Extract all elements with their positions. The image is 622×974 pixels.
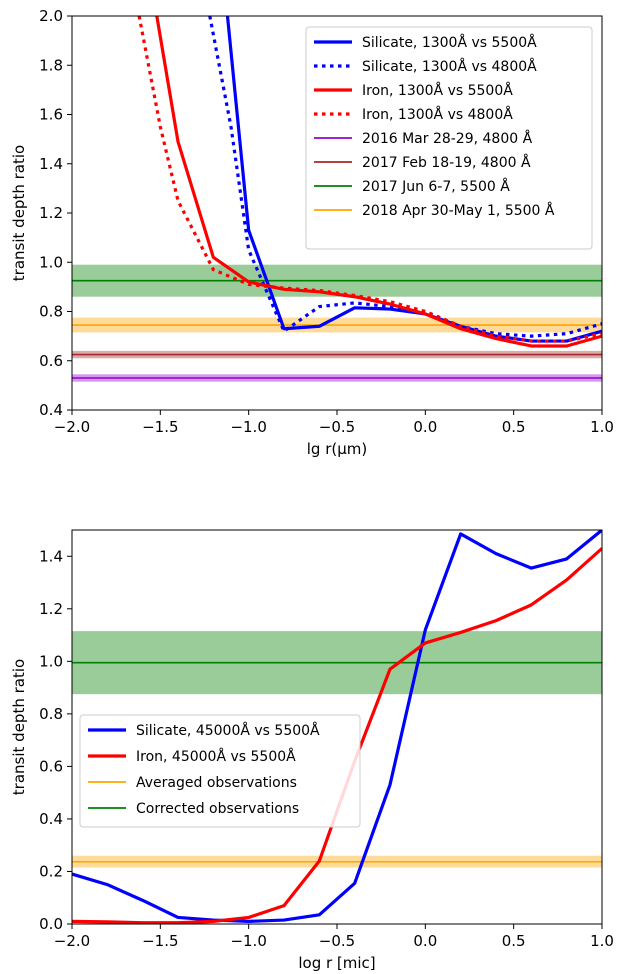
x-tick-label: −2.0 <box>54 418 90 436</box>
legend-label-3: Averaged observations <box>136 775 297 791</box>
x-tick-label: 0.5 <box>502 932 526 950</box>
y-tick-label: 0.8 <box>39 303 63 321</box>
plot-area <box>72 16 602 382</box>
legend-label-4: Iron, 1300Å vs 4800Å <box>362 106 513 123</box>
y-tick-label: 1.4 <box>39 155 63 173</box>
y-tick-label: 1.6 <box>39 106 63 124</box>
x-tick-label: −1.5 <box>142 932 178 950</box>
chart-panel-2: −2.0 −1.5 −1.0 −0.5 0.0 0.5 1.0 0.0 0.2 0.4 0.6 0.8… <box>10 529 614 972</box>
x-tick-label: 1.0 <box>590 418 614 436</box>
legend-label-2: Iron, 45000Å vs 5500Å <box>136 748 296 765</box>
y-tick-label: 1.8 <box>39 56 63 74</box>
y-tick-label: 2.0 <box>39 7 63 25</box>
y-tick-label: 1.2 <box>39 600 63 618</box>
x-tick-label: −0.5 <box>319 932 355 950</box>
legend-label-3: Iron, 1300Å vs 5500Å <box>362 82 513 99</box>
x-tick-label: −0.5 <box>319 418 355 436</box>
x-tick-label: 0.0 <box>413 932 437 950</box>
y-tick-label: 1.2 <box>39 204 63 222</box>
y-tick-label: 1.0 <box>39 652 63 670</box>
x-tick-label: −1.0 <box>230 932 266 950</box>
legend-label-1: Silicate, 45000Å vs 5500Å <box>136 722 320 739</box>
x-tick-label: −1.5 <box>142 418 178 436</box>
y-tick-label: 0.4 <box>39 810 63 828</box>
legend-box <box>79 714 361 828</box>
series-line-1 <box>72 530 602 923</box>
legend: Silicate, 1300Å vs 5500Å Silicate, 1300Å … <box>305 26 593 250</box>
y-axis-label: transit depth ratio <box>10 145 28 281</box>
y-tick-label: 1.0 <box>39 253 63 271</box>
x-tick-label: 0.0 <box>413 418 437 436</box>
y-tick-label: 0.8 <box>39 705 63 723</box>
series-line-2 <box>208 16 602 338</box>
legend-label-2: Silicate, 1300Å vs 4800Å <box>362 58 537 75</box>
series-line-4 <box>137 16 602 343</box>
legend-label-8: 2018 Apr 30-May 1, 5500 Å <box>362 202 555 219</box>
y-tick-label: 0.2 <box>39 862 63 880</box>
y-tick-label: 0.0 <box>39 915 63 933</box>
legend-label-1: Silicate, 1300Å vs 5500Å <box>362 34 537 51</box>
legend-label-5: 2016 Mar 28-29, 4800 Å <box>362 130 533 147</box>
legend-label-7: 2017 Jun 6-7, 5500 Å <box>362 178 510 195</box>
legend-label-4: Corrected observations <box>136 801 299 817</box>
legend-box <box>305 26 593 250</box>
x-tick-label: −2.0 <box>54 932 90 950</box>
y-tick-label: 0.4 <box>39 401 63 419</box>
series-line-3 <box>155 16 602 348</box>
y-tick-label: 0.6 <box>39 757 63 775</box>
legend-label-6: 2017 Feb 18-19, 4800 Å <box>362 154 531 171</box>
y-tick-label: 0.6 <box>39 352 63 370</box>
legend: Silicate, 45000Å vs 5500Å Iron, 45000Å vs… <box>79 714 361 828</box>
x-axis-label: log r [mic] <box>298 954 375 972</box>
chart-panel-1: −2.0 −1.5 −1.0 −0.5 0.0 0.5 1.0 0.4 0.6 0.8 1.0 1.2… <box>10 7 614 458</box>
y-axis-label: transit depth ratio <box>10 659 28 795</box>
x-tick-label: 1.0 <box>590 932 614 950</box>
x-axis-label: lg r(μm) <box>307 440 367 458</box>
x-tick-label: 0.5 <box>502 418 526 436</box>
y-tick-label: 1.4 <box>39 547 63 565</box>
x-tick-label: −1.0 <box>230 418 266 436</box>
